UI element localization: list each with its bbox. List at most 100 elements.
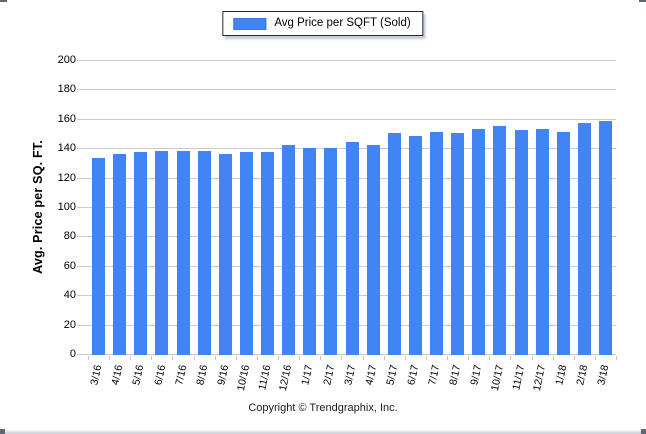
- x-label-slot: 4/16: [109, 357, 130, 403]
- x-label-slot: 7/16: [173, 357, 194, 403]
- bar-12/16: [282, 144, 296, 355]
- y-tick-label-80: 80: [63, 230, 76, 243]
- bar-slot-8/16: [194, 61, 215, 355]
- bar-slot-11/17: [511, 61, 532, 355]
- x-tick-label-1/17: 1/17: [299, 363, 316, 387]
- x-label-slot: 12/17: [530, 357, 553, 403]
- x-axis-tick: [383, 356, 385, 360]
- bar-slot-2/17: [320, 61, 341, 355]
- x-tick-label-9/16: 9/16: [215, 363, 232, 387]
- x-tick-label-4/16: 4/16: [109, 363, 126, 387]
- x-tick-label-7/16: 7/16: [172, 363, 189, 387]
- legend-label: Avg Price per SQFT (Sold): [274, 17, 411, 29]
- x-axis-tick: [341, 356, 343, 360]
- x-label-slot: 8/17: [447, 357, 468, 403]
- x-label-slot: 1/18: [553, 357, 574, 403]
- bar-slot-6/16: [151, 61, 172, 355]
- gridline-y-200: [77, 60, 616, 61]
- x-axis-tick: [214, 356, 216, 360]
- x-tick-label-5/16: 5/16: [130, 363, 147, 387]
- x-tick-label-11/17: 11/17: [509, 363, 527, 392]
- y-tick-label-120: 120: [57, 171, 76, 184]
- x-tick-label-10/16: 10/16: [235, 363, 253, 392]
- x-axis-tick: [320, 356, 322, 360]
- plot-area: [77, 60, 617, 360]
- y-tick-label-100: 100: [57, 201, 76, 213]
- x-axis-tick: [109, 356, 111, 360]
- x-axis-tick: [447, 356, 449, 360]
- x-label-slot: 11/16: [256, 357, 278, 403]
- x-label-slot: 9/16: [215, 357, 236, 403]
- x-label-slot: 8/16: [194, 357, 215, 403]
- window-corner: [641, 429, 646, 434]
- x-tick-label-12/17: 12/17: [530, 363, 549, 392]
- x-label-slot: 6/16: [151, 357, 172, 403]
- window-corner: [0, 0, 7, 2]
- bar-2/17: [324, 147, 338, 355]
- x-tick-label-3/18: 3/18: [595, 363, 612, 387]
- legend-swatch: [233, 17, 267, 30]
- bar-3/17: [345, 141, 359, 355]
- x-label-slot: 10/16: [235, 357, 257, 403]
- bar-7/16: [176, 150, 190, 355]
- x-tick-label-9/17: 9/17: [468, 363, 485, 387]
- bar-slot-5/16: [130, 61, 151, 355]
- x-label-slot: 7/17: [426, 357, 447, 403]
- bar-slot-3/17: [342, 61, 363, 355]
- x-tick-label-11/16: 11/16: [256, 363, 274, 392]
- bar-4/16: [113, 153, 127, 355]
- x-axis-tick: [552, 356, 554, 360]
- bar-8/16: [197, 150, 211, 355]
- bar-6/16: [155, 150, 169, 355]
- y-tick-label-180: 180: [57, 83, 76, 96]
- bar-3/16: [92, 158, 106, 355]
- x-label-slot: 3/17: [342, 357, 363, 403]
- x-label-slot: 12/16: [277, 357, 299, 403]
- bar-slot-5/17: [384, 61, 405, 355]
- x-tick-label-7/17: 7/17: [426, 363, 443, 387]
- x-label-slot: 5/17: [384, 357, 405, 403]
- x-label-slot: 5/16: [130, 357, 151, 403]
- x-axis-tick: [510, 356, 512, 360]
- bar-12/17: [535, 128, 549, 355]
- x-axis-tick: [404, 356, 406, 360]
- x-axis-tick: [594, 356, 596, 360]
- bar-slot-1/18: [553, 61, 574, 355]
- bar-4/17: [366, 144, 380, 355]
- x-tick-label-1/18: 1/18: [553, 363, 570, 387]
- x-axis-tick: [193, 356, 195, 360]
- x-axis-tick: [468, 356, 470, 360]
- bar-slot-10/17: [489, 61, 510, 355]
- x-label-slot: 6/17: [405, 357, 426, 403]
- x-label-slot: 3/16: [88, 357, 109, 403]
- bar-slot-3/18: [595, 61, 616, 355]
- bar-1/18: [556, 131, 570, 355]
- x-axis-tick: [130, 356, 132, 360]
- bar-series: [88, 61, 616, 355]
- window-corner: [0, 429, 5, 434]
- x-tick-label-3/16: 3/16: [88, 363, 105, 387]
- x-axis-tick: [573, 356, 575, 360]
- window-corner: [639, 0, 646, 2]
- x-label-slot: 4/17: [363, 357, 384, 403]
- x-tick-label-3/17: 3/17: [341, 363, 358, 387]
- bar-slot-11/16: [257, 61, 278, 355]
- x-tick-label-12/16: 12/16: [277, 363, 295, 392]
- bar-slot-9/16: [215, 61, 236, 355]
- bar-2/18: [577, 122, 591, 355]
- x-label-slot: 2/18: [574, 357, 595, 403]
- x-label-slot: 2/17: [320, 357, 341, 403]
- bar-slot-10/16: [236, 61, 257, 355]
- bar-slot-2/18: [574, 61, 595, 355]
- bar-slot-12/17: [532, 61, 553, 355]
- x-label-slot: 11/17: [509, 357, 532, 403]
- x-axis-tick: [256, 356, 258, 360]
- x-label-slot: 10/17: [489, 357, 510, 403]
- bar-11/17: [514, 130, 528, 355]
- bar-9/17: [472, 128, 486, 355]
- bar-5/16: [134, 152, 148, 355]
- y-tick-label-40: 40: [63, 289, 76, 302]
- x-axis-tick: [299, 356, 301, 360]
- x-tick-label-6/16: 6/16: [151, 363, 168, 387]
- bar-5/17: [387, 133, 401, 355]
